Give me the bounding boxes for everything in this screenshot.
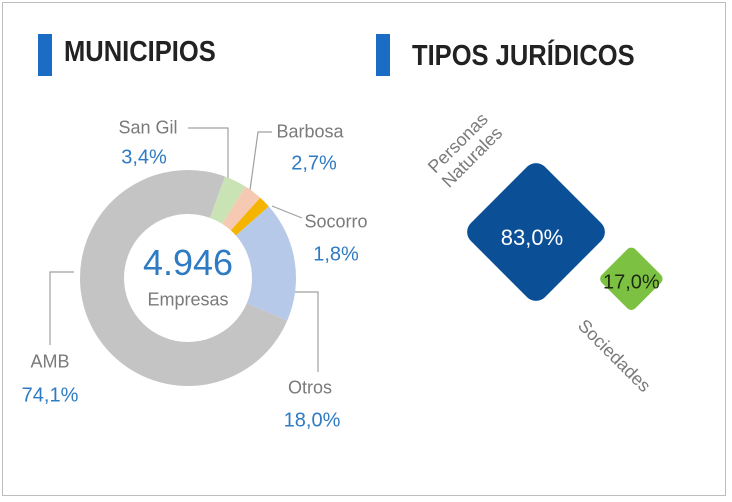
title-bar <box>376 34 390 76</box>
leader-line <box>271 205 303 219</box>
title-bar <box>38 34 52 76</box>
leader-line <box>188 127 229 180</box>
square <box>600 247 663 310</box>
donut-slice <box>209 176 246 224</box>
leader-lines <box>49 127 319 372</box>
value-label: 3,4% <box>121 146 167 169</box>
value-label: 17,0% <box>602 271 660 294</box>
category-label: Socorro <box>304 211 368 232</box>
value-label: 83,0% <box>500 225 564 250</box>
donut-slice <box>230 197 269 236</box>
category-label: San Gil <box>118 117 178 138</box>
donut-slice <box>79 170 288 386</box>
chart-title: MUNICIPIOS <box>64 36 216 68</box>
donut-slice <box>222 186 261 231</box>
frame <box>2 2 726 496</box>
leader-line <box>49 271 74 345</box>
value-label: 2,7% <box>291 152 337 175</box>
center-value: 4.946 <box>142 242 234 283</box>
value-label: 1,8% <box>313 243 359 266</box>
value-label: 18,0% <box>283 409 341 432</box>
chart-title: TIPOS JURÍDICOS <box>412 40 635 72</box>
category-label: Otros <box>287 377 333 398</box>
center-label: Empresas <box>147 289 229 310</box>
leader-line <box>292 291 319 372</box>
donut-slice <box>235 206 296 321</box>
category-label: Barbosa <box>276 121 344 142</box>
value-label: 74,1% <box>21 384 79 407</box>
category-label: AMB <box>30 351 70 372</box>
square <box>467 163 605 301</box>
leader-line <box>249 131 272 191</box>
